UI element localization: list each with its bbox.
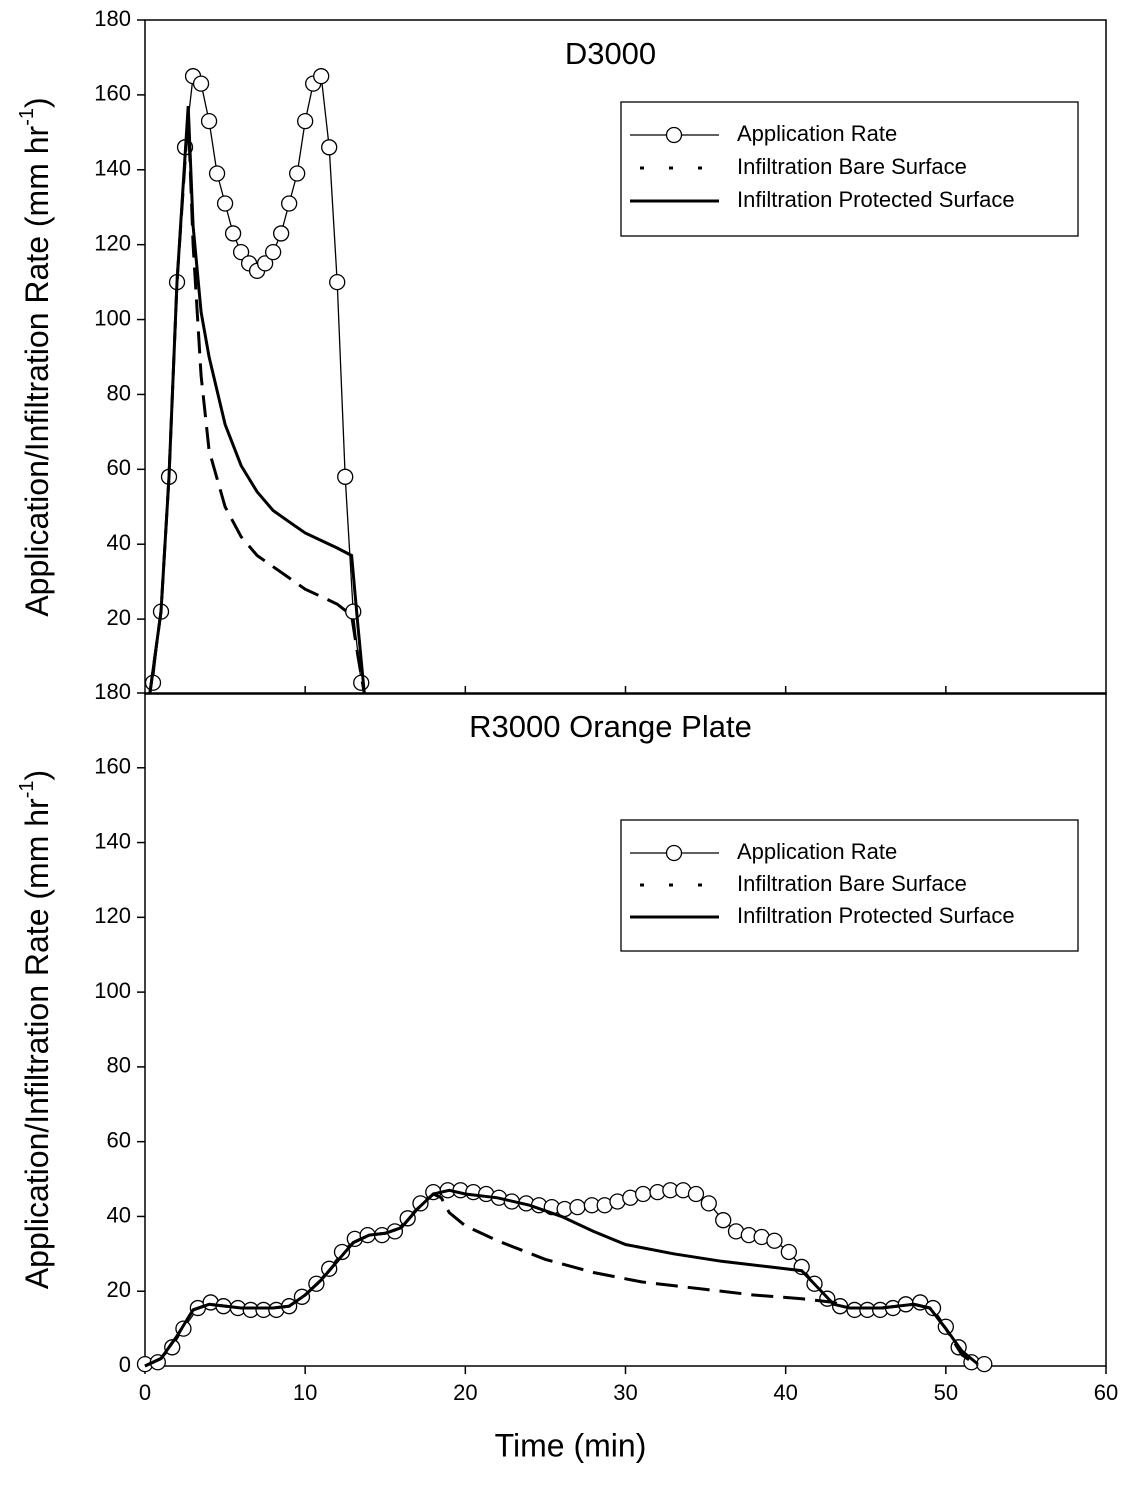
y-tick-label: 120 <box>94 903 131 928</box>
data-point <box>164 1339 181 1356</box>
x-tick-label: 60 <box>1094 1380 1118 1405</box>
data-point <box>766 1232 783 1249</box>
series-line <box>144 1192 979 1368</box>
y-tick-label: 120 <box>94 230 131 255</box>
data-point <box>412 1195 429 1212</box>
legend-box <box>620 101 1079 237</box>
x-axis-label: Time (min) <box>495 1427 647 1463</box>
chart-title: D3000 <box>565 36 656 71</box>
y-axis-label-part: Application/Infiltration Rate (mm hr <box>19 798 55 1289</box>
data-point <box>224 225 242 242</box>
x-tick-label: 30 <box>613 1380 637 1405</box>
legend-label: Infiltration Protected Surface <box>737 903 1015 928</box>
y-tick-label: 40 <box>107 1202 131 1227</box>
y-tick-label: 80 <box>107 1053 131 1078</box>
data-point <box>289 165 306 182</box>
y-tick-label: 80 <box>107 380 131 405</box>
data-point <box>687 1185 705 1203</box>
data-point <box>634 1185 652 1203</box>
x-tick-label: 40 <box>773 1380 797 1405</box>
y-axis-label-part: Application/Infiltration Rate (mm hr <box>19 125 55 616</box>
legend-label: Infiltration Bare Surface <box>737 871 967 896</box>
y-axis-label: Application/Infiltration Rate (mm hr-1) <box>16 770 55 1289</box>
x-tick-label: 0 <box>139 1380 151 1405</box>
legend-marker <box>665 844 683 862</box>
y-tick-label: 20 <box>107 605 131 630</box>
data-point <box>329 273 346 291</box>
y-tick-label: 60 <box>107 455 131 480</box>
x-tick-label: 20 <box>453 1380 477 1405</box>
legend-marker <box>665 126 683 144</box>
y-tick-label: 180 <box>94 6 131 31</box>
x-tick-label: 50 <box>934 1380 958 1405</box>
y-axis-label: Application/Infiltration Rate (mm hr-1) <box>16 97 55 616</box>
y-tick-label: 140 <box>94 156 131 181</box>
legend-label: Infiltration Bare Surface <box>737 154 967 179</box>
y-axis-label-part: ) <box>19 770 55 781</box>
y-tick-label: 60 <box>107 1127 131 1152</box>
series-line <box>148 106 366 695</box>
data-point <box>216 195 234 212</box>
data-point <box>264 244 282 261</box>
chart-title: R3000 Orange Plate <box>469 709 752 744</box>
data-point <box>321 139 338 156</box>
y-axis-label-part: -1 <box>16 108 38 126</box>
series-line <box>148 113 366 695</box>
y-tick-label: 20 <box>107 1277 131 1302</box>
x-tick-label: 10 <box>293 1380 317 1405</box>
legend-label: Infiltration Protected Surface <box>737 187 1015 212</box>
data-point <box>256 255 274 272</box>
y-tick-label: 140 <box>94 828 131 853</box>
data-point <box>780 1243 798 1261</box>
data-point <box>272 225 290 242</box>
y-tick-label: 100 <box>94 978 131 1003</box>
y-tick-label: 0 <box>119 1352 131 1377</box>
data-point <box>280 195 298 212</box>
legend-box <box>620 819 1079 952</box>
y-tick-label: 40 <box>107 530 131 555</box>
data-point <box>569 1198 586 1216</box>
legend-label: Application Rate <box>737 121 897 146</box>
y-tick-label: 100 <box>94 305 131 330</box>
legend-label: Application Rate <box>737 839 897 864</box>
data-point <box>208 165 226 182</box>
y-tick-label: 160 <box>94 754 131 779</box>
series-line <box>144 1188 979 1368</box>
data-point <box>337 468 354 485</box>
data-point <box>297 112 314 130</box>
y-tick-label: 180 <box>94 679 131 704</box>
y-axis-label-part: ) <box>19 97 55 108</box>
data-point <box>700 1195 717 1212</box>
y-tick-label: 160 <box>94 81 131 106</box>
data-point <box>976 1355 993 1373</box>
data-point <box>232 244 250 261</box>
y-axis-label-part: -1 <box>16 781 38 799</box>
data-point <box>333 1243 351 1261</box>
plot-frame <box>144 692 1107 1367</box>
data-point <box>715 1212 732 1229</box>
data-point <box>192 75 210 92</box>
data-point <box>200 112 218 130</box>
data-point <box>313 68 330 85</box>
